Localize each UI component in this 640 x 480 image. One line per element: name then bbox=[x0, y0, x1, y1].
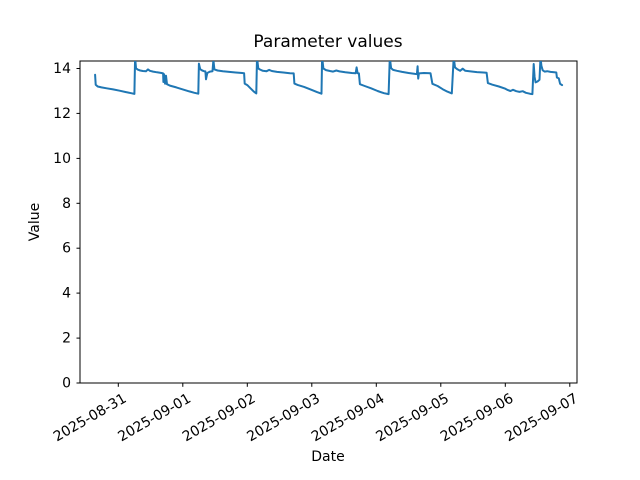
x-tick-label: 2025-09-07 bbox=[502, 391, 580, 446]
x-axis-title: Date bbox=[311, 449, 344, 465]
y-tick-label: 14 bbox=[53, 61, 71, 77]
chart-title: Parameter values bbox=[253, 32, 402, 52]
y-tick-label: 10 bbox=[53, 151, 71, 167]
y-axis-title: Value bbox=[27, 203, 43, 241]
x-axis bbox=[117, 383, 571, 387]
plot-border bbox=[79, 60, 578, 384]
x-tick-labels: 2025-08-31 2025-09-01 2025-09-02 2025-09… bbox=[51, 391, 581, 446]
y-tick-label: 6 bbox=[62, 241, 71, 257]
y-tick-label: 12 bbox=[53, 106, 71, 122]
y-tick-label: 4 bbox=[62, 286, 71, 302]
y-tick-labels: 0 2 4 6 8 10 12 14 bbox=[53, 61, 71, 392]
y-tick-label: 8 bbox=[62, 196, 71, 212]
y-tick-label: 0 bbox=[62, 376, 71, 392]
series-line bbox=[94, 61, 564, 96]
y-axis bbox=[76, 68, 80, 384]
y-tick-label: 2 bbox=[62, 331, 71, 347]
